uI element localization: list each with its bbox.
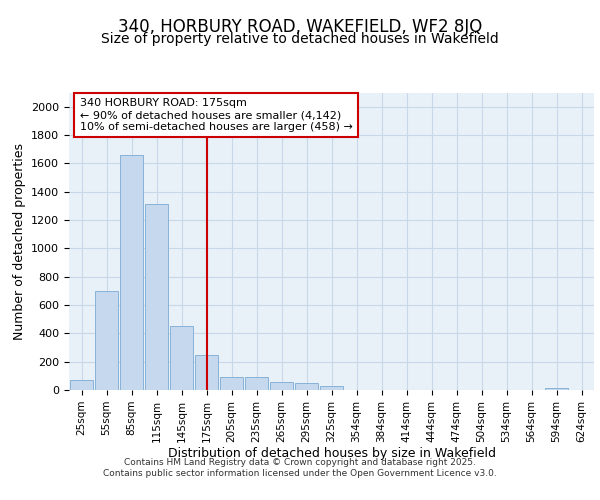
Bar xyxy=(195,354,218,390)
Text: Contains public sector information licensed under the Open Government Licence v3: Contains public sector information licen… xyxy=(103,470,497,478)
Text: 340 HORBURY ROAD: 175sqm
← 90% of detached houses are smaller (4,142)
10% of sem: 340 HORBURY ROAD: 175sqm ← 90% of detach… xyxy=(79,98,352,132)
X-axis label: Distribution of detached houses by size in Wakefield: Distribution of detached houses by size … xyxy=(167,448,496,460)
Text: Contains HM Land Registry data © Crown copyright and database right 2025.: Contains HM Land Registry data © Crown c… xyxy=(124,458,476,467)
Bar xyxy=(95,291,118,390)
Bar xyxy=(270,382,293,390)
Y-axis label: Number of detached properties: Number of detached properties xyxy=(13,143,26,340)
Text: 340, HORBURY ROAD, WAKEFIELD, WF2 8JQ: 340, HORBURY ROAD, WAKEFIELD, WF2 8JQ xyxy=(118,18,482,36)
Bar xyxy=(245,377,268,390)
Bar xyxy=(320,386,343,390)
Bar xyxy=(170,326,193,390)
Bar xyxy=(70,380,93,390)
Bar xyxy=(145,204,168,390)
Text: Size of property relative to detached houses in Wakefield: Size of property relative to detached ho… xyxy=(101,32,499,46)
Bar xyxy=(120,155,143,390)
Bar xyxy=(295,383,318,390)
Bar xyxy=(545,388,568,390)
Bar xyxy=(220,376,243,390)
